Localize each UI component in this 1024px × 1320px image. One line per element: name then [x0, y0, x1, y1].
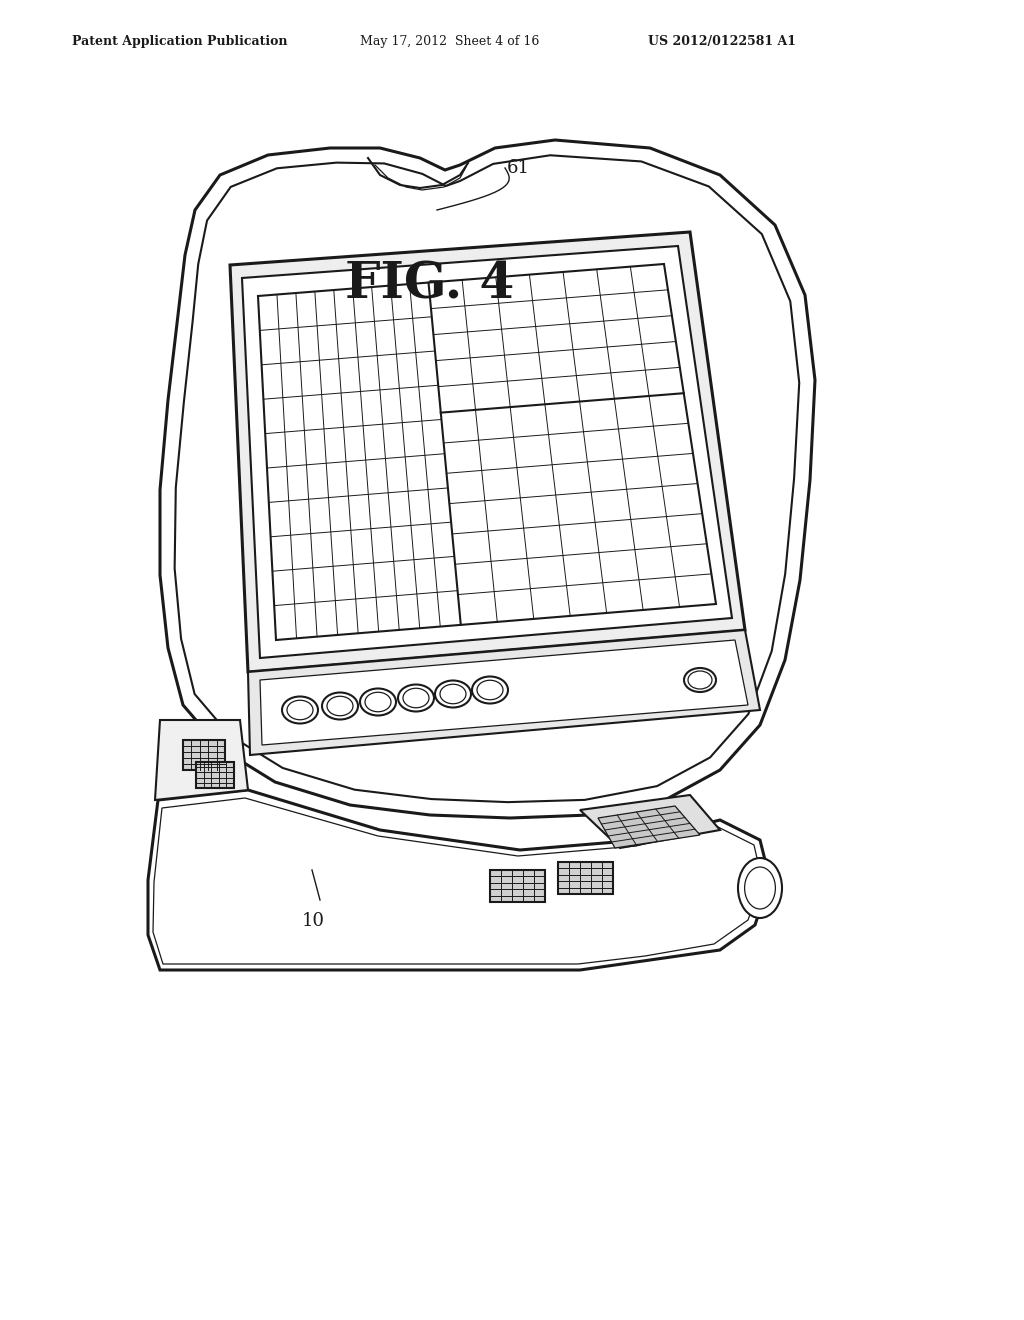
Polygon shape	[248, 630, 760, 755]
Ellipse shape	[322, 693, 358, 719]
Polygon shape	[160, 140, 815, 818]
Bar	[558, 862, 613, 894]
Text: FIG. 4: FIG. 4	[345, 260, 515, 309]
Ellipse shape	[684, 668, 716, 692]
Text: 61: 61	[507, 158, 530, 177]
Ellipse shape	[360, 689, 396, 715]
Polygon shape	[242, 246, 732, 657]
Text: 10: 10	[302, 912, 325, 931]
Polygon shape	[260, 640, 748, 744]
Ellipse shape	[282, 697, 318, 723]
Text: Patent Application Publication: Patent Application Publication	[72, 36, 288, 48]
Bar	[196, 762, 234, 788]
Bar	[490, 870, 545, 902]
Ellipse shape	[398, 685, 434, 711]
Text: US 2012/0122581 A1: US 2012/0122581 A1	[648, 36, 796, 48]
Polygon shape	[258, 264, 716, 640]
Bar	[183, 741, 225, 770]
Polygon shape	[155, 719, 248, 800]
Polygon shape	[148, 789, 770, 970]
Ellipse shape	[435, 681, 471, 708]
Text: May 17, 2012  Sheet 4 of 16: May 17, 2012 Sheet 4 of 16	[360, 36, 540, 48]
Polygon shape	[230, 232, 745, 672]
Polygon shape	[598, 807, 700, 847]
Ellipse shape	[472, 676, 508, 704]
Ellipse shape	[738, 858, 782, 917]
Polygon shape	[580, 795, 720, 847]
